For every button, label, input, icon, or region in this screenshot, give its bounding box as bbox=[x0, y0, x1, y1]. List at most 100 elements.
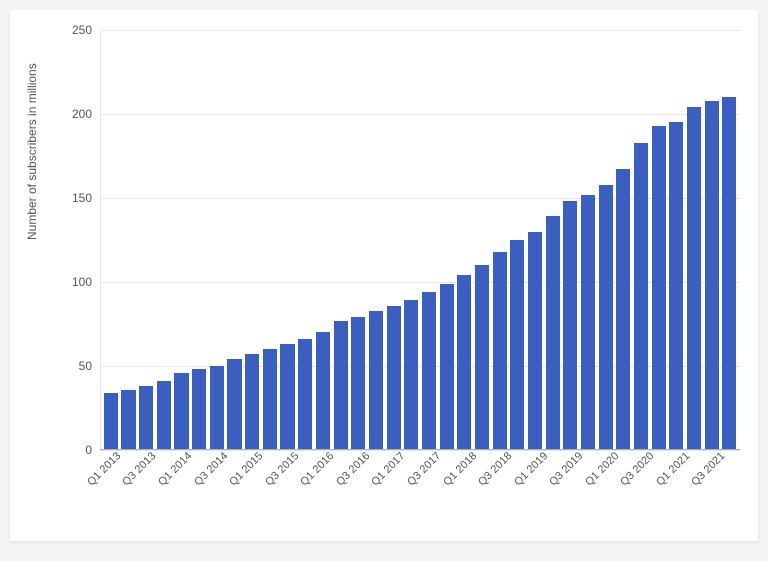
x-label-slot bbox=[687, 450, 705, 530]
bar-slot bbox=[508, 30, 526, 450]
bar bbox=[528, 232, 542, 450]
bar-slot bbox=[491, 30, 509, 450]
x-label-slot: Q3 2019 bbox=[562, 450, 580, 530]
x-label-slot: Q3 2014 bbox=[207, 450, 225, 530]
x-label-slot: Q3 2017 bbox=[420, 450, 438, 530]
bar-slot bbox=[102, 30, 120, 450]
bar-slot bbox=[314, 30, 332, 450]
bar-slot bbox=[650, 30, 668, 450]
bar bbox=[157, 381, 171, 450]
x-label-slot bbox=[189, 450, 207, 530]
bar-slot bbox=[279, 30, 297, 450]
bar bbox=[298, 339, 312, 450]
y-axis-title: Number of subscribers in millions bbox=[25, 63, 39, 240]
x-label-slot bbox=[296, 450, 314, 530]
bar bbox=[280, 344, 294, 450]
x-label-slot bbox=[153, 450, 171, 530]
bar bbox=[351, 317, 365, 450]
x-label-slot: Q3 2018 bbox=[491, 450, 509, 530]
plot-area: 050100150200250 bbox=[100, 30, 740, 450]
y-tick-label: 50 bbox=[62, 359, 92, 373]
bar-slot bbox=[438, 30, 456, 450]
x-label-slot: Q1 2016 bbox=[313, 450, 331, 530]
bar bbox=[634, 143, 648, 450]
bar-slot bbox=[190, 30, 208, 450]
x-label-slot: Q3 2015 bbox=[278, 450, 296, 530]
bar-slot bbox=[349, 30, 367, 450]
bar bbox=[475, 265, 489, 450]
bar bbox=[652, 126, 666, 450]
x-axis-labels: Q1 2013 Q3 2013 Q1 2014 Q3 2014 Q1 2015 Q3 20… bbox=[100, 450, 740, 530]
bar-slot bbox=[120, 30, 138, 450]
x-label-slot: Q1 2018 bbox=[456, 450, 474, 530]
bar bbox=[563, 201, 577, 450]
bar-slot bbox=[226, 30, 244, 450]
x-label-slot: Q1 2014 bbox=[171, 450, 189, 530]
bar bbox=[369, 311, 383, 450]
y-tick-label: 250 bbox=[62, 23, 92, 37]
x-label-slot: Q1 2015 bbox=[242, 450, 260, 530]
bar-slot bbox=[385, 30, 403, 450]
x-label-slot bbox=[402, 450, 420, 530]
bar-slot bbox=[420, 30, 438, 450]
bar-slot bbox=[332, 30, 350, 450]
bar bbox=[422, 292, 436, 450]
bar bbox=[599, 185, 613, 450]
bar bbox=[493, 252, 507, 450]
bar-slot bbox=[685, 30, 703, 450]
x-label-slot: Q1 2017 bbox=[385, 450, 403, 530]
bar-slot bbox=[243, 30, 261, 450]
bar-slot bbox=[668, 30, 686, 450]
x-label-slot bbox=[580, 450, 598, 530]
bar-slot bbox=[703, 30, 721, 450]
bars-container bbox=[100, 30, 740, 450]
bar-slot bbox=[367, 30, 385, 450]
bar bbox=[227, 359, 241, 450]
bar-slot bbox=[455, 30, 473, 450]
x-label-slot: Q1 2020 bbox=[598, 450, 616, 530]
x-label-slot bbox=[509, 450, 527, 530]
x-label-slot bbox=[722, 450, 740, 530]
bar bbox=[510, 240, 524, 450]
bar bbox=[722, 97, 736, 450]
bar-slot bbox=[721, 30, 739, 450]
bar bbox=[404, 300, 418, 450]
y-tick-label: 0 bbox=[62, 443, 92, 457]
x-label-slot: Q1 2013 bbox=[100, 450, 118, 530]
bar bbox=[546, 216, 560, 450]
bar-slot bbox=[614, 30, 632, 450]
x-label-slot bbox=[331, 450, 349, 530]
bar bbox=[687, 107, 701, 450]
bar bbox=[616, 169, 630, 450]
x-label-slot bbox=[616, 450, 634, 530]
x-label-slot bbox=[651, 450, 669, 530]
x-label-slot: Q3 2016 bbox=[349, 450, 367, 530]
x-label-slot bbox=[367, 450, 385, 530]
bar bbox=[387, 306, 401, 450]
bar-slot bbox=[579, 30, 597, 450]
bar-slot bbox=[526, 30, 544, 450]
bar-slot bbox=[137, 30, 155, 450]
x-label-slot bbox=[438, 450, 456, 530]
x-label-slot: Q1 2021 bbox=[669, 450, 687, 530]
bar-slot bbox=[473, 30, 491, 450]
bar bbox=[174, 373, 188, 450]
bar-slot bbox=[632, 30, 650, 450]
y-tick-label: 200 bbox=[62, 107, 92, 121]
bar bbox=[457, 275, 471, 450]
bar-slot bbox=[597, 30, 615, 450]
bar bbox=[705, 101, 719, 450]
bar bbox=[104, 393, 118, 450]
x-label-slot bbox=[260, 450, 278, 530]
x-label-slot: Q3 2013 bbox=[136, 450, 154, 530]
bar bbox=[139, 386, 153, 450]
bar bbox=[669, 122, 683, 450]
bar-slot bbox=[208, 30, 226, 450]
y-tick-label: 100 bbox=[62, 275, 92, 289]
x-label-slot: Q1 2019 bbox=[527, 450, 545, 530]
x-label-slot: Q3 2020 bbox=[633, 450, 651, 530]
bar-slot bbox=[173, 30, 191, 450]
x-label-slot: Q3 2021 bbox=[705, 450, 723, 530]
bar bbox=[263, 349, 277, 450]
bar-slot bbox=[296, 30, 314, 450]
